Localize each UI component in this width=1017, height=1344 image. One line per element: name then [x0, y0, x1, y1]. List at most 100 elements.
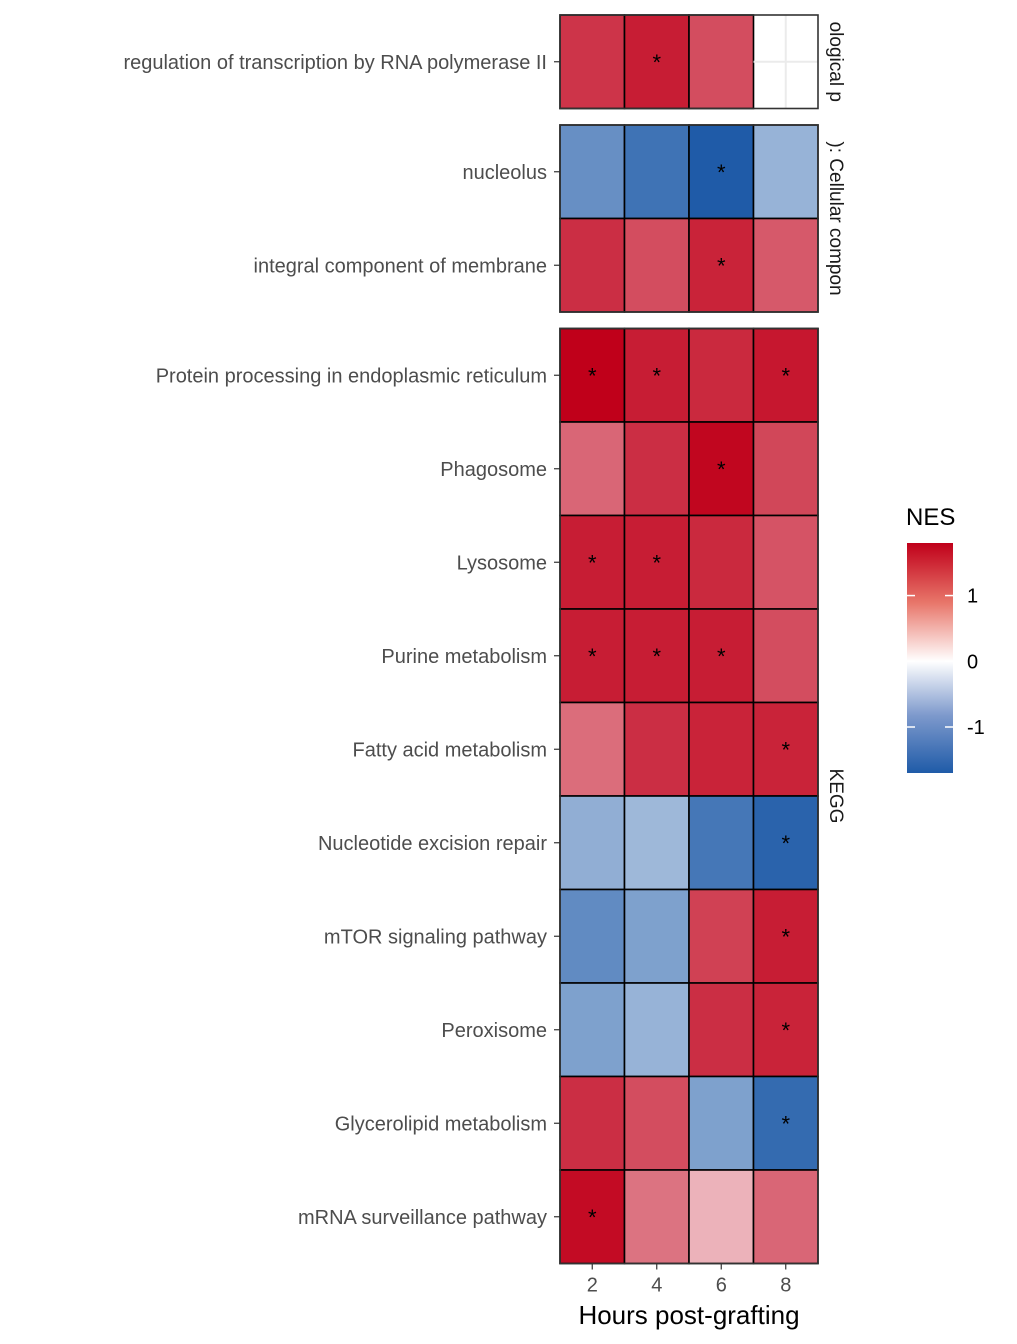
- row-label: Protein processing in endoplasmic reticu…: [156, 365, 547, 387]
- significance-star: *: [781, 363, 790, 388]
- facet-strip: KEGG: [825, 769, 846, 824]
- significance-star: *: [652, 644, 661, 669]
- heatmap-cell: [688, 14, 755, 110]
- nes-legend: NES 1 0 -1: [906, 504, 985, 773]
- row-label: mRNA surveillance pathway: [298, 1207, 547, 1229]
- heatmap-cell: [752, 888, 819, 984]
- significance-star: *: [588, 550, 597, 575]
- significance-star: *: [781, 737, 790, 762]
- heatmap-cell: [623, 217, 690, 313]
- heatmap-cell: [559, 421, 626, 517]
- heatmap-cell: [752, 124, 819, 220]
- heatmap-cell: [688, 982, 755, 1078]
- heatmap-cell: [752, 217, 819, 313]
- heatmap-cell: [623, 982, 690, 1078]
- heatmap-cell: [688, 701, 755, 797]
- heatmap-cell: [559, 14, 626, 110]
- heatmap-cell: [623, 795, 690, 891]
- heatmap-cell: [688, 795, 755, 891]
- heatmap-cell: [623, 421, 690, 517]
- significance-star: *: [717, 644, 726, 669]
- facet-strip-label: ological p: [825, 22, 846, 102]
- legend-tick-label: -1: [967, 717, 985, 739]
- heatmap-cell: [752, 327, 819, 423]
- heatmap-cell: [559, 1075, 626, 1171]
- heatmap-cell: [688, 421, 755, 517]
- heatmap-cell: [559, 514, 626, 610]
- row-label: Phagosome: [440, 459, 547, 481]
- row-label: integral component of membrane: [254, 255, 548, 277]
- heatmap-cell: [623, 701, 690, 797]
- significance-star: *: [588, 1205, 597, 1230]
- significance-star: *: [717, 160, 726, 185]
- heatmap-cell: [752, 514, 819, 610]
- heatmap-cell: [559, 982, 626, 1078]
- heatmap-cell: [623, 1075, 690, 1171]
- row-label: Nucleotide excision repair: [318, 833, 547, 855]
- heatmap-cell: [559, 124, 626, 220]
- panel-border: [559, 124, 819, 313]
- significance-star: *: [588, 363, 597, 388]
- heatmap-cell: [559, 795, 626, 891]
- heatmap-cell: [752, 1075, 819, 1171]
- significance-star: *: [717, 457, 726, 482]
- heatmap-cell: [752, 421, 819, 517]
- panel-border: [559, 14, 819, 110]
- x-axis-title: Hours post-grafting: [578, 1300, 799, 1330]
- row-label: Lysosome: [457, 552, 547, 574]
- heatmap-cell: [688, 1169, 755, 1265]
- x-tick-label: 2: [587, 1275, 598, 1297]
- heatmap-cell: [559, 217, 626, 313]
- heatmap-cell: [688, 888, 755, 984]
- heatmap-panels: regulation of transcription by RNA polym…: [123, 14, 846, 1265]
- heatmap-cell: [623, 124, 690, 220]
- row-label: Fatty acid metabolism: [352, 739, 547, 761]
- row-label: Peroxisome: [441, 1020, 547, 1042]
- heatmap-cell: [752, 982, 819, 1078]
- facet-strip-label: ): Cellular compon: [825, 141, 846, 295]
- row-label: mTOR signaling pathway: [324, 926, 547, 948]
- heatmap-cell: [559, 327, 626, 423]
- heatmap-cell: [752, 701, 819, 797]
- heatmap-cell: [623, 1169, 690, 1265]
- heatmap-cell: [559, 888, 626, 984]
- facet-strip: ological p: [825, 22, 846, 102]
- row-label: regulation of transcription by RNA polym…: [123, 52, 547, 74]
- legend-tick-label: 1: [967, 586, 978, 608]
- significance-star: *: [652, 550, 661, 575]
- x-axis: 2 4 6 8: [587, 1263, 791, 1297]
- heatmap-cell: [688, 327, 755, 423]
- heatmap-cell: [752, 795, 819, 891]
- legend-title: NES: [906, 504, 955, 531]
- legend-ticks: 1 0 -1: [907, 586, 985, 739]
- heatmap-cell: [623, 14, 690, 110]
- legend-tick-label: 0: [967, 651, 978, 673]
- heatmap-cell: [688, 514, 755, 610]
- x-tick-label: 6: [716, 1275, 727, 1297]
- heatmap-cell: [623, 514, 690, 610]
- heatmap-cell: [559, 701, 626, 797]
- significance-star: *: [652, 50, 661, 75]
- panel: nucleolus * integral component of membrane…: [254, 124, 846, 313]
- significance-star: *: [652, 363, 661, 388]
- facet-strip: ): Cellular compon: [825, 141, 846, 295]
- significance-star: *: [717, 253, 726, 278]
- x-tick-label: 4: [651, 1275, 662, 1297]
- significance-star: *: [781, 1111, 790, 1136]
- facet-strip-label: KEGG: [825, 769, 846, 824]
- significance-star: *: [781, 1018, 790, 1043]
- panel: regulation of transcription by RNA polym…: [123, 14, 846, 110]
- heatmap-cell: [752, 608, 819, 704]
- row-label: Purine metabolism: [381, 646, 547, 668]
- row-label: Glycerolipid metabolism: [335, 1113, 547, 1135]
- heatmap-cell: [688, 1075, 755, 1171]
- heatmap-cell: [688, 124, 755, 220]
- significance-star: *: [588, 644, 597, 669]
- legend-colorbar: [907, 543, 953, 773]
- significance-star: *: [781, 831, 790, 856]
- x-tick-label: 8: [780, 1275, 791, 1297]
- row-label: nucleolus: [462, 162, 547, 184]
- significance-star: *: [781, 924, 790, 949]
- heatmap-cell: [623, 888, 690, 984]
